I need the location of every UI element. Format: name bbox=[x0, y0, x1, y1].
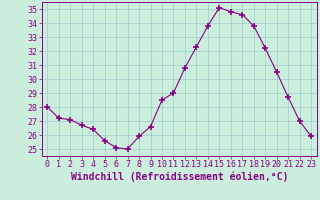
X-axis label: Windchill (Refroidissement éolien,°C): Windchill (Refroidissement éolien,°C) bbox=[70, 172, 288, 182]
